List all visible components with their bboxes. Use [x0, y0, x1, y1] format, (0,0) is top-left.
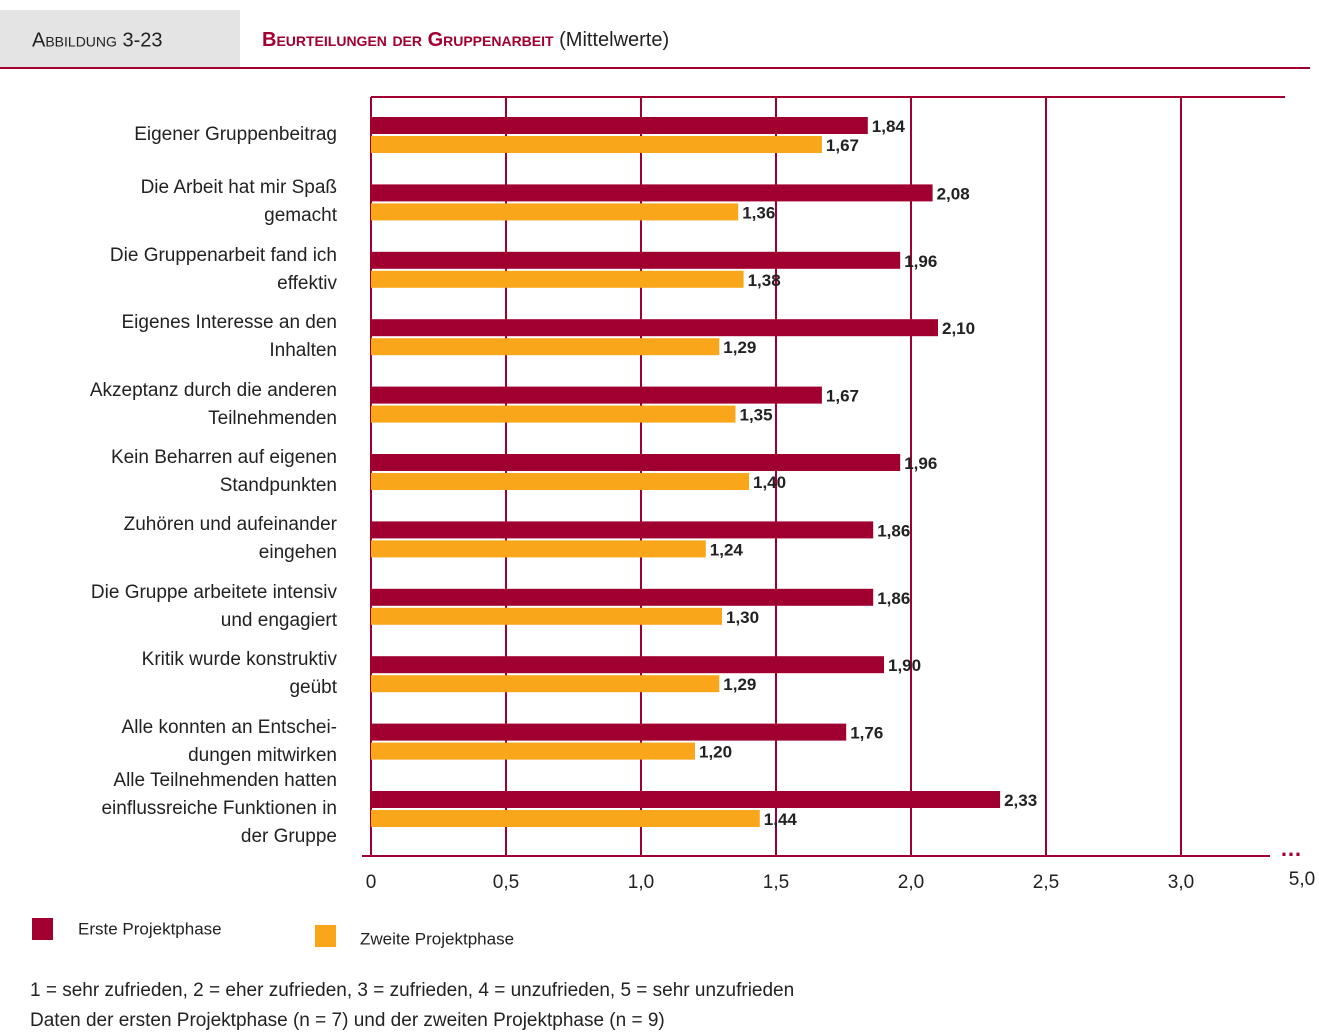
value-label: 1,84: [872, 117, 906, 136]
value-label: 2,08: [937, 184, 970, 203]
value-label: 1,67: [826, 387, 859, 406]
value-label: 1,29: [723, 338, 756, 357]
bar: [371, 251, 901, 269]
value-label: 1,20: [699, 743, 732, 762]
bar: [371, 675, 720, 693]
bar: [371, 521, 874, 539]
x-tick-label: 0: [366, 872, 377, 893]
chart-subtitle: (Mittelwerte): [559, 29, 669, 51]
value-label: 1,86: [877, 589, 910, 608]
footnote: 1 = sehr zufrieden, 2 = eher zufrieden, …: [30, 980, 795, 1001]
bar: [371, 607, 722, 625]
bar: [371, 810, 760, 827]
legend-label: Erste Projektphase: [78, 919, 222, 938]
bar: [371, 723, 847, 741]
bar: [371, 405, 736, 423]
y-tick-label: Kein Beharren auf eigenen Standpunkten: [110, 447, 337, 496]
y-tick-label: Eigener Gruppenbeitrag: [134, 124, 337, 145]
value-label: 1,24: [710, 540, 744, 559]
value-label: 1,76: [850, 724, 883, 743]
x-tick-label: 2,0: [898, 872, 924, 893]
axis-break: …: [1280, 836, 1302, 861]
value-label: 1,90: [888, 656, 921, 675]
bar: [371, 588, 874, 606]
value-label: 2,33: [1004, 791, 1037, 810]
bar: [371, 319, 938, 337]
value-label: 1,36: [742, 203, 775, 222]
bar: [371, 117, 868, 134]
figure-label: Abbildung 3-23: [32, 29, 163, 51]
chart-title: Beurteilungen der Gruppenarbeit: [262, 29, 554, 51]
footnote: Daten der ersten Projektphase (n = 7) un…: [30, 1010, 665, 1031]
value-label: 1,44: [764, 810, 798, 829]
y-tick-label: Die Arbeit hat mir Spaß gemacht: [140, 177, 337, 227]
x-tick-label: 0,5: [493, 872, 519, 893]
bar: [371, 540, 706, 558]
bar: [371, 454, 901, 471]
y-tick-label: Kritik wurde konstruktiv geübt: [141, 649, 337, 699]
bar: [371, 473, 749, 490]
value-label: 1,29: [723, 675, 756, 694]
bar: [371, 136, 822, 153]
chart-title-group: Beurteilungen der Gruppenarbeit (Mittelw…: [262, 29, 669, 51]
y-tick-label: Alle konnten an Entschei- dungen mitwirk…: [121, 716, 337, 766]
x-tick-label: 1,0: [628, 872, 654, 893]
value-label: 1,96: [904, 454, 937, 473]
y-tick-label: Zuhören und aufeinander eingehen: [123, 514, 337, 564]
y-tick-label: Eigenes Interesse an den Inhalten: [121, 312, 338, 362]
y-tick-label: Alle Teilnehmenden hatten einflussreiche…: [101, 770, 337, 847]
bar: [371, 270, 744, 288]
bar: [371, 656, 884, 674]
legend-swatch: [315, 925, 336, 947]
bar: [371, 184, 933, 202]
header-box: [0, 10, 240, 68]
legend-swatch: [32, 918, 53, 940]
y-tick-label: Akzeptanz durch die anderen Teilnehmende…: [89, 379, 337, 429]
value-label: 1,30: [726, 608, 759, 627]
bar: [371, 203, 739, 221]
value-label: 1,86: [877, 521, 910, 540]
x-tick-label: 5,0: [1289, 869, 1315, 890]
bar: [371, 338, 720, 356]
legend-label: Zweite Projektphase: [360, 929, 514, 948]
bar: [371, 742, 695, 760]
x-tick-label: 2,5: [1033, 872, 1059, 893]
value-label: 1,35: [740, 406, 773, 425]
x-tick-label: 3,0: [1168, 872, 1194, 893]
x-tick-label: 1,5: [763, 872, 789, 893]
value-label: 1,67: [826, 136, 859, 155]
bar: [371, 386, 822, 404]
value-label: 2,10: [942, 319, 975, 338]
bar: [371, 791, 1001, 808]
value-label: 1,96: [904, 252, 937, 271]
value-label: 1,38: [748, 271, 781, 290]
value-label: 1,40: [753, 473, 786, 492]
y-tick-label: Die Gruppe arbeitete intensiv und engagi…: [90, 581, 337, 631]
y-tick-label: Die Gruppenarbeit fand ich effektiv: [109, 244, 337, 294]
